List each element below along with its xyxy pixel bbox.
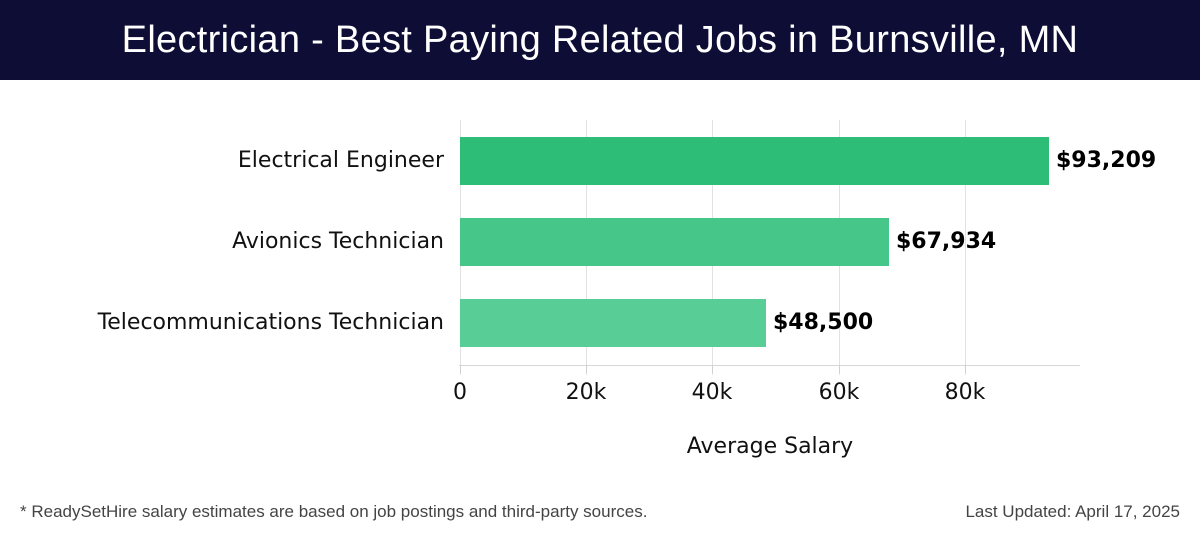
bar-chart: Electrical Engineer $93,209 Avionics Tec… <box>0 80 1200 480</box>
gridline-80k <box>965 120 966 375</box>
x-tick <box>712 365 713 373</box>
chart-header: Electrician - Best Paying Related Jobs i… <box>0 0 1200 80</box>
category-label: Avionics Technician <box>232 229 444 254</box>
value-label: $48,500 <box>773 310 874 335</box>
x-tick-label: 40k <box>691 380 733 405</box>
last-updated: Last Updated: April 17, 2025 <box>965 502 1180 521</box>
x-tick <box>586 365 587 373</box>
chart-title: Electrician - Best Paying Related Jobs i… <box>121 18 1079 61</box>
value-label: $93,209 <box>1056 148 1157 173</box>
category-label: Telecommunications Technician <box>97 310 444 335</box>
x-axis-line <box>459 365 1080 366</box>
footer-disclaimer: * ReadySetHire salary estimates are base… <box>20 502 648 521</box>
x-axis-title: Average Salary <box>686 434 854 459</box>
bar-telecommunications-technician <box>460 299 766 347</box>
bar-avionics-technician <box>460 218 889 266</box>
x-tick-label: 60k <box>818 380 860 405</box>
x-tick-label: 20k <box>565 380 607 405</box>
value-label: $67,934 <box>896 229 997 254</box>
x-tick <box>460 365 461 373</box>
x-tick-label: 80k <box>944 380 986 405</box>
x-tick-label: 0 <box>453 380 467 405</box>
x-tick <box>839 365 840 373</box>
category-label: Electrical Engineer <box>237 148 444 173</box>
x-tick <box>965 365 966 373</box>
bar-electrical-engineer <box>460 137 1049 185</box>
